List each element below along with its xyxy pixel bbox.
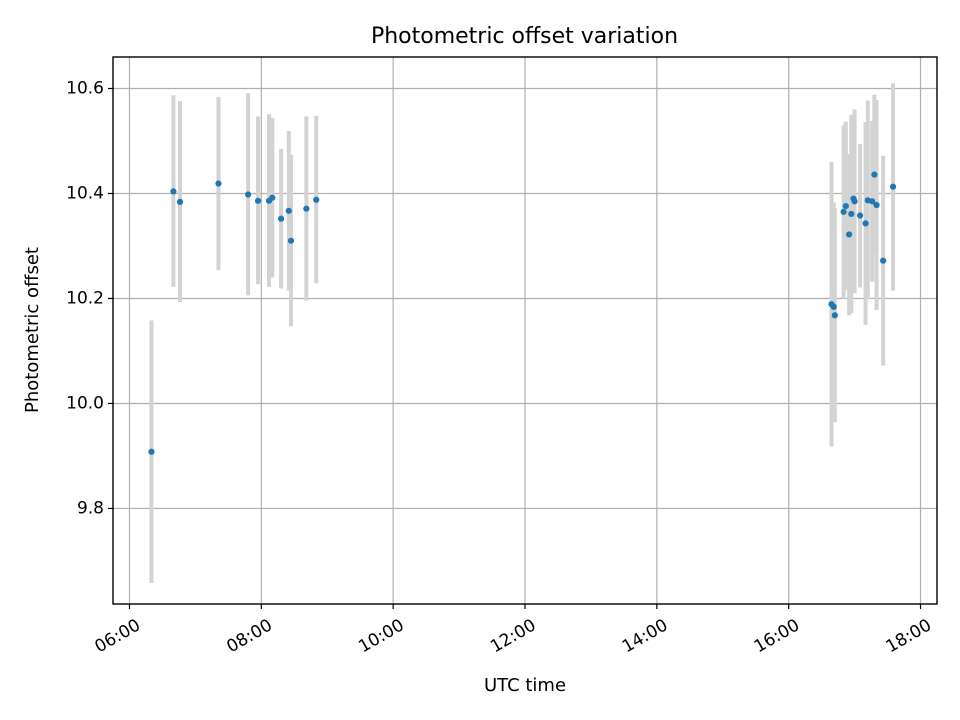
x-tick-label: 08:00 — [223, 615, 275, 657]
x-tick-label: 06:00 — [92, 615, 144, 657]
y-tick-label: 10.2 — [66, 288, 104, 308]
data-point — [245, 191, 252, 198]
y-axis-ticks: 9.8 10.0 10.2 10.4 10.6 — [66, 78, 113, 518]
y-tick-label: 10.6 — [66, 78, 104, 98]
data-point — [303, 205, 310, 212]
data-point — [862, 220, 869, 227]
data-point — [215, 180, 222, 187]
data-point — [277, 215, 285, 222]
data-point — [856, 212, 864, 219]
x-axis-label: UTC time — [484, 675, 566, 696]
data-points — [148, 171, 897, 455]
data-point — [313, 196, 320, 203]
data-point — [873, 201, 880, 209]
grid-lines — [113, 57, 937, 604]
data-point — [840, 208, 847, 215]
x-tick-label: 10:00 — [355, 615, 407, 657]
data-point — [831, 312, 838, 319]
data-point — [869, 198, 876, 205]
data-point — [851, 198, 858, 205]
x-tick-label: 14:00 — [619, 615, 671, 657]
data-point — [269, 194, 276, 201]
y-tick-label: 9.8 — [77, 498, 104, 518]
x-tick-label: 12:00 — [487, 615, 539, 657]
data-point — [148, 448, 155, 455]
data-point — [846, 231, 853, 238]
x-tick-label: 18:00 — [883, 615, 935, 657]
data-point — [287, 237, 295, 244]
data-point — [254, 197, 262, 204]
x-tick-label: 16:00 — [751, 615, 803, 657]
y-tick-label: 10.4 — [66, 183, 104, 203]
data-point — [176, 198, 184, 205]
data-point — [842, 202, 849, 210]
data-point — [170, 188, 177, 195]
data-point — [848, 210, 855, 218]
y-tick-label: 10.0 — [66, 393, 104, 413]
y-axis-label: Photometric offset — [22, 247, 43, 413]
data-point — [889, 183, 897, 190]
chart-title: Photometric offset variation — [371, 24, 678, 49]
data-point — [285, 207, 292, 214]
data-point — [880, 257, 887, 264]
data-point — [830, 303, 837, 310]
data-point — [871, 171, 878, 178]
x-axis-ticks: 06:00 08:00 10:00 12:00 14:00 16:00 18:00 — [92, 604, 935, 657]
